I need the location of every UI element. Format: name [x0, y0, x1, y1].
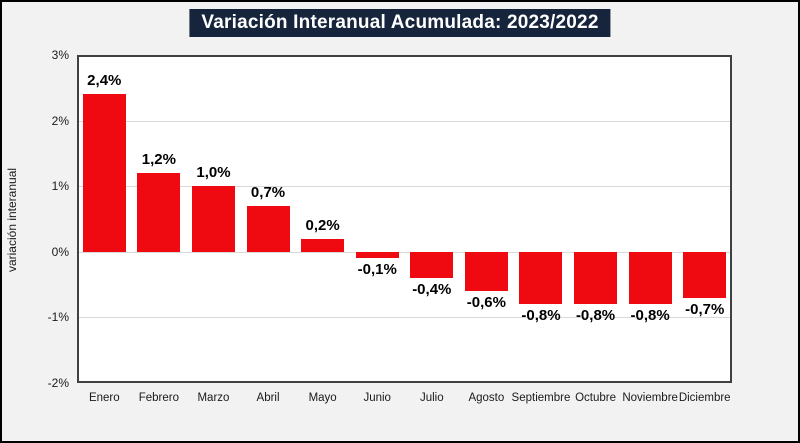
bar — [137, 173, 181, 252]
y-tick-label: 1% — [51, 179, 69, 194]
bar-value-label: 1,2% — [141, 151, 176, 169]
bar — [574, 251, 618, 305]
y-tick-label: -1% — [47, 310, 69, 325]
y-tick-label: 3% — [51, 48, 69, 62]
x-tick-label: Octubre — [575, 392, 616, 404]
bar — [246, 205, 290, 252]
plot-area — [77, 55, 732, 383]
bar-value-label: -0,8% — [575, 307, 616, 325]
x-tick-label: Julio — [419, 392, 444, 404]
x-tick-label: Abril — [256, 392, 280, 404]
gridline — [79, 317, 730, 319]
y-tick-label: 0% — [51, 244, 69, 259]
chart-title: Variación Interanual Acumulada: 2023/202… — [189, 9, 611, 37]
x-tick-label: Enero — [88, 392, 120, 404]
y-tick-label: 2% — [51, 113, 69, 128]
x-tick-label: Mayo — [308, 392, 337, 404]
bar-value-label: -0,4% — [412, 281, 452, 299]
x-tick-label: Marzo — [197, 392, 230, 404]
bar-value-label: 0,2% — [305, 216, 340, 234]
bar — [628, 251, 672, 305]
bar — [191, 186, 235, 252]
x-tick-label: Noviembre — [622, 392, 678, 404]
bar-value-label: 1,0% — [196, 164, 231, 182]
bar — [301, 238, 345, 252]
x-tick-label: Diciembre — [678, 392, 731, 404]
bar-value-label: 0,7% — [250, 183, 286, 201]
gridline — [79, 186, 730, 188]
gridline — [79, 251, 730, 253]
bar — [355, 251, 399, 259]
bar — [519, 251, 563, 305]
bar-value-label: -0,8% — [630, 307, 670, 325]
bar-value-label: -0,1% — [357, 261, 397, 279]
x-tick-label: Agosto — [468, 392, 505, 404]
bar-value-label: -0,7% — [685, 300, 725, 318]
bar-value-label: -0,6% — [466, 294, 506, 312]
bar — [410, 251, 454, 279]
x-tick-label: Septiembre — [511, 392, 571, 404]
bar — [683, 251, 727, 298]
bar — [464, 251, 508, 292]
bar-value-label: -0,8% — [521, 307, 561, 325]
bar-value-label: 2,4% — [87, 72, 122, 90]
x-tick-label: Febrero — [138, 392, 180, 404]
bar — [82, 94, 126, 252]
gridline — [79, 120, 730, 122]
y-axis-title: variación interanual — [5, 167, 19, 273]
x-tick-label: Junio — [363, 392, 391, 404]
y-tick-label: -2% — [47, 376, 69, 390]
